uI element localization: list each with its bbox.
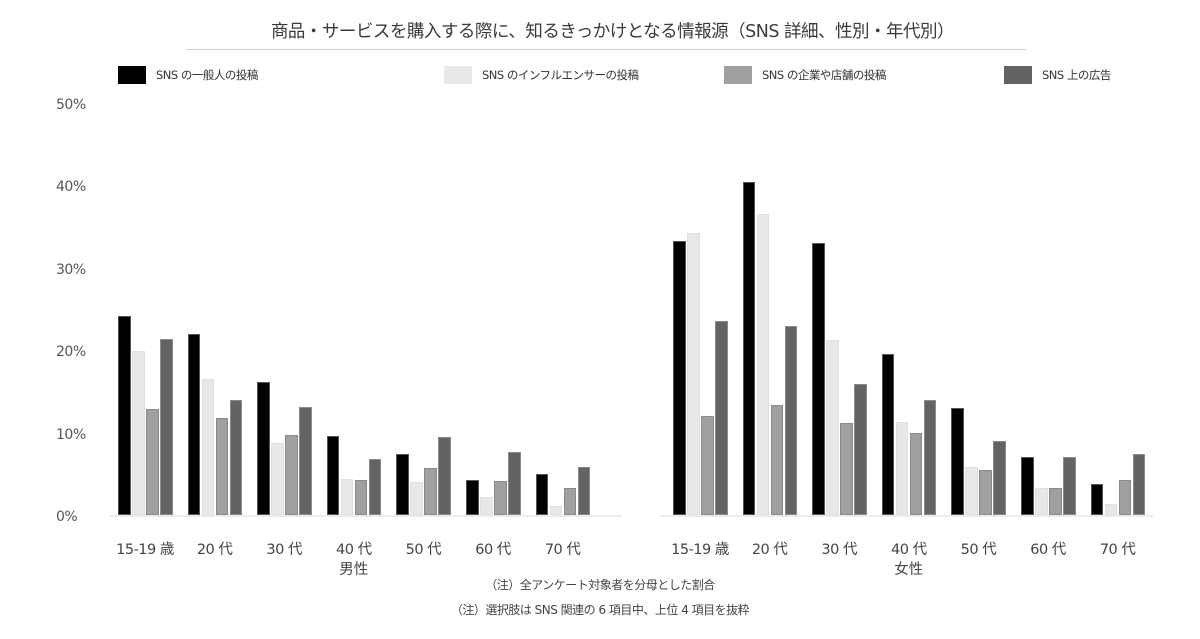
bar xyxy=(146,409,159,515)
bar xyxy=(549,505,563,515)
bar xyxy=(1063,457,1076,515)
bar xyxy=(368,458,382,515)
bar xyxy=(1035,487,1048,515)
bar xyxy=(229,399,243,515)
bar xyxy=(673,241,686,515)
bar xyxy=(826,340,839,515)
y-tick-label: 10% xyxy=(56,426,86,443)
bar xyxy=(687,232,700,515)
x-tick-label: 30 代 xyxy=(821,542,857,558)
x-tick-label: 70 代 xyxy=(544,542,581,558)
legend-swatch-icon xyxy=(724,66,752,84)
bar xyxy=(410,482,423,515)
legend-label: SNS のインフルエンサーの投稿 xyxy=(482,68,639,82)
bar xyxy=(215,417,229,515)
x-tick-label: 20 代 xyxy=(751,542,788,558)
group-label: 女性 xyxy=(894,562,924,578)
bar xyxy=(1118,480,1132,515)
bar xyxy=(271,443,284,515)
bar xyxy=(979,469,992,515)
y-tick-label: 20% xyxy=(56,344,86,360)
bar xyxy=(201,378,215,515)
bar xyxy=(715,321,728,515)
bar xyxy=(854,383,867,515)
bar xyxy=(881,354,895,515)
bar xyxy=(812,242,825,515)
bar xyxy=(993,440,1006,515)
chart-title: 商品・サービスを購入する際に、知るきっかけとなる情報源（SNS 詳細、性別・年代… xyxy=(270,22,955,42)
footnote-1: （注）全アンケート対象者を分母とした割合 xyxy=(485,578,715,592)
legend-label: SNS の企業や店舗の投稿 xyxy=(762,68,886,82)
footnote-2: （注）選択肢は SNS 関連の 6 項目中、上位 4 項目を抜粋 xyxy=(450,603,750,617)
bar xyxy=(895,421,909,515)
bar xyxy=(770,405,784,515)
y-tick-label: 50% xyxy=(56,96,86,113)
x-tick-label: 50 代 xyxy=(960,542,997,558)
x-tick-label: 20 代 xyxy=(196,542,233,558)
bar xyxy=(299,406,312,515)
bar xyxy=(285,434,298,515)
bar xyxy=(118,316,131,515)
legend-item-sns-ads: SNS 上の広告 xyxy=(1004,66,1111,84)
bar xyxy=(466,480,479,515)
bar xyxy=(840,422,853,515)
bar xyxy=(396,453,409,515)
x-tick-label: 70 代 xyxy=(1099,542,1136,558)
legend-item-general-users: SNS の一般人の投稿 xyxy=(118,66,258,84)
x-tick-label: 15-19 歳 xyxy=(116,542,174,558)
x-tick-label: 60 代 xyxy=(1030,542,1066,558)
title-underline xyxy=(186,49,1026,50)
bar xyxy=(784,326,798,515)
bar xyxy=(354,480,368,515)
bar xyxy=(965,467,978,515)
bar xyxy=(187,334,201,515)
bar xyxy=(701,416,714,515)
legend-swatch-icon xyxy=(1004,66,1032,84)
bar xyxy=(424,467,437,515)
x-tick-label: 40 代 xyxy=(336,542,372,558)
bar xyxy=(1104,504,1118,515)
bar xyxy=(160,339,173,515)
y-tick-label: 0% xyxy=(56,509,78,525)
legend-label: SNS の一般人の投稿 xyxy=(156,68,258,82)
x-tick-label: 15-19 歳 xyxy=(671,542,729,558)
bar xyxy=(1049,487,1062,515)
bar xyxy=(742,181,756,515)
y-tick-label: 40% xyxy=(56,179,86,195)
bar xyxy=(438,436,451,515)
bar xyxy=(508,452,521,515)
bar xyxy=(923,400,937,515)
bar xyxy=(1132,453,1146,515)
x-axis-line xyxy=(660,515,1153,517)
bar xyxy=(1090,483,1104,515)
bar xyxy=(257,382,270,515)
legend-label: SNS 上の広告 xyxy=(1042,68,1111,82)
x-tick-label: 40 代 xyxy=(891,542,927,558)
x-tick-label: 60 代 xyxy=(475,542,511,558)
legend: SNS の一般人の投稿 SNS のインフルエンサーの投稿 SNS の企業や店舗の… xyxy=(0,66,1200,86)
legend-swatch-icon xyxy=(444,66,472,84)
bar xyxy=(494,481,507,515)
bar xyxy=(326,435,340,515)
y-tick-label: 30% xyxy=(56,261,86,278)
bar xyxy=(132,350,145,515)
x-axis-line xyxy=(110,515,622,517)
legend-swatch-icon xyxy=(118,66,146,84)
bar xyxy=(909,433,923,515)
bar xyxy=(577,467,591,515)
x-tick-label: 50 代 xyxy=(405,542,442,558)
legend-item-influencers: SNS のインフルエンサーの投稿 xyxy=(444,66,639,84)
bar xyxy=(563,487,577,515)
bar xyxy=(1021,457,1034,515)
bar xyxy=(535,473,549,515)
legend-item-companies-stores: SNS の企業や店舗の投稿 xyxy=(724,66,886,84)
bar xyxy=(951,407,964,515)
x-tick-label: 30 代 xyxy=(266,542,302,558)
group-label: 男性 xyxy=(339,562,369,578)
bar xyxy=(480,496,493,515)
bar xyxy=(340,478,354,515)
bar xyxy=(756,213,770,515)
